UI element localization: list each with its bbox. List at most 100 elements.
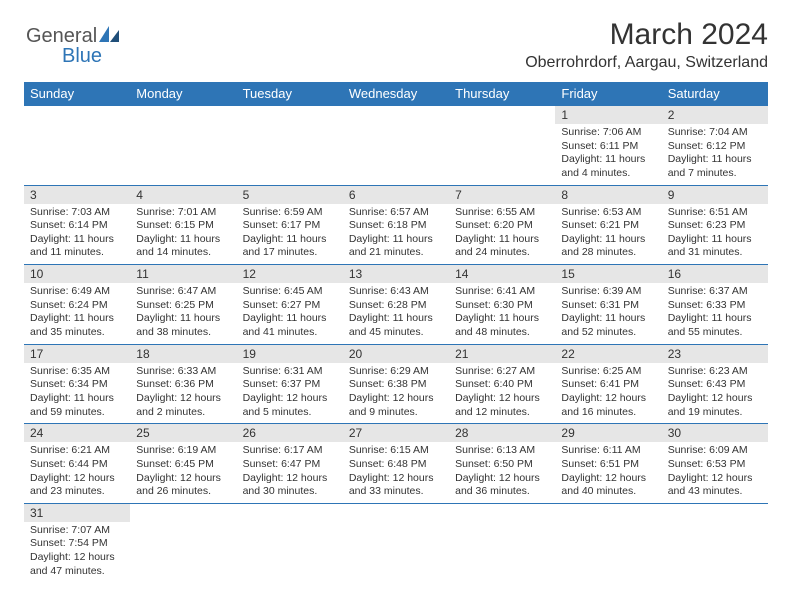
calendar-day: 21Sunrise: 6:27 AMSunset: 6:40 PMDayligh… xyxy=(449,344,555,424)
logo-name2: Blue xyxy=(26,45,102,67)
day-header-row: SundayMondayTuesdayWednesdayThursdayFrid… xyxy=(24,82,768,106)
calendar-day: 27Sunrise: 6:15 AMSunset: 6:48 PMDayligh… xyxy=(343,424,449,504)
day-number: 8 xyxy=(555,186,661,204)
location: Oberrohrdorf, Aargau, Switzerland xyxy=(525,54,768,72)
day-number: 6 xyxy=(343,186,449,204)
day-header: Sunday xyxy=(24,82,130,106)
calendar-empty xyxy=(343,503,449,582)
calendar-empty xyxy=(237,106,343,186)
day-details: Sunrise: 7:04 AMSunset: 6:12 PMDaylight:… xyxy=(662,124,768,185)
day-number: 30 xyxy=(662,424,768,442)
day-details: Sunrise: 6:37 AMSunset: 6:33 PMDaylight:… xyxy=(662,283,768,344)
day-header: Saturday xyxy=(662,82,768,106)
day-number: 23 xyxy=(662,345,768,363)
calendar-week: 17Sunrise: 6:35 AMSunset: 6:34 PMDayligh… xyxy=(24,344,768,424)
day-details: Sunrise: 6:53 AMSunset: 6:21 PMDaylight:… xyxy=(555,204,661,265)
calendar-day: 30Sunrise: 6:09 AMSunset: 6:53 PMDayligh… xyxy=(662,424,768,504)
calendar-day: 4Sunrise: 7:01 AMSunset: 6:15 PMDaylight… xyxy=(130,185,236,265)
day-number: 22 xyxy=(555,345,661,363)
day-details: Sunrise: 6:21 AMSunset: 6:44 PMDaylight:… xyxy=(24,442,130,503)
day-number: 13 xyxy=(343,265,449,283)
day-number: 27 xyxy=(343,424,449,442)
day-number: 5 xyxy=(237,186,343,204)
day-number: 3 xyxy=(24,186,130,204)
day-details: Sunrise: 6:19 AMSunset: 6:45 PMDaylight:… xyxy=(130,442,236,503)
day-number: 29 xyxy=(555,424,661,442)
day-number: 26 xyxy=(237,424,343,442)
calendar-day: 20Sunrise: 6:29 AMSunset: 6:38 PMDayligh… xyxy=(343,344,449,424)
calendar-day: 25Sunrise: 6:19 AMSunset: 6:45 PMDayligh… xyxy=(130,424,236,504)
day-number: 10 xyxy=(24,265,130,283)
day-details: Sunrise: 6:45 AMSunset: 6:27 PMDaylight:… xyxy=(237,283,343,344)
month-title: March 2024 xyxy=(525,18,768,52)
day-number: 17 xyxy=(24,345,130,363)
day-number: 1 xyxy=(555,106,661,124)
calendar-day: 14Sunrise: 6:41 AMSunset: 6:30 PMDayligh… xyxy=(449,265,555,345)
calendar-day: 5Sunrise: 6:59 AMSunset: 6:17 PMDaylight… xyxy=(237,185,343,265)
day-details: Sunrise: 6:11 AMSunset: 6:51 PMDaylight:… xyxy=(555,442,661,503)
day-details: Sunrise: 6:27 AMSunset: 6:40 PMDaylight:… xyxy=(449,363,555,424)
day-details: Sunrise: 6:51 AMSunset: 6:23 PMDaylight:… xyxy=(662,204,768,265)
calendar-week: 10Sunrise: 6:49 AMSunset: 6:24 PMDayligh… xyxy=(24,265,768,345)
day-header: Tuesday xyxy=(237,82,343,106)
calendar-day: 7Sunrise: 6:55 AMSunset: 6:20 PMDaylight… xyxy=(449,185,555,265)
calendar-day: 23Sunrise: 6:23 AMSunset: 6:43 PMDayligh… xyxy=(662,344,768,424)
day-number: 19 xyxy=(237,345,343,363)
calendar-day: 17Sunrise: 6:35 AMSunset: 6:34 PMDayligh… xyxy=(24,344,130,424)
header: General Blue March 2024 Oberrohrdorf, Aa… xyxy=(24,18,768,72)
day-number: 4 xyxy=(130,186,236,204)
calendar-empty xyxy=(24,106,130,186)
day-number: 25 xyxy=(130,424,236,442)
calendar-empty xyxy=(662,503,768,582)
day-number: 18 xyxy=(130,345,236,363)
calendar-body: 1Sunrise: 7:06 AMSunset: 6:11 PMDaylight… xyxy=(24,106,768,583)
calendar-day: 1Sunrise: 7:06 AMSunset: 6:11 PMDaylight… xyxy=(555,106,661,186)
calendar-day: 18Sunrise: 6:33 AMSunset: 6:36 PMDayligh… xyxy=(130,344,236,424)
calendar-day: 15Sunrise: 6:39 AMSunset: 6:31 PMDayligh… xyxy=(555,265,661,345)
calendar-day: 6Sunrise: 6:57 AMSunset: 6:18 PMDaylight… xyxy=(343,185,449,265)
day-number: 9 xyxy=(662,186,768,204)
calendar-week: 1Sunrise: 7:06 AMSunset: 6:11 PMDaylight… xyxy=(24,106,768,186)
calendar-day: 9Sunrise: 6:51 AMSunset: 6:23 PMDaylight… xyxy=(662,185,768,265)
day-number: 20 xyxy=(343,345,449,363)
day-details: Sunrise: 7:06 AMSunset: 6:11 PMDaylight:… xyxy=(555,124,661,185)
day-number: 24 xyxy=(24,424,130,442)
day-number: 11 xyxy=(130,265,236,283)
day-details: Sunrise: 6:31 AMSunset: 6:37 PMDaylight:… xyxy=(237,363,343,424)
calendar-empty xyxy=(237,503,343,582)
day-details: Sunrise: 6:13 AMSunset: 6:50 PMDaylight:… xyxy=(449,442,555,503)
day-number: 21 xyxy=(449,345,555,363)
calendar-day: 3Sunrise: 7:03 AMSunset: 6:14 PMDaylight… xyxy=(24,185,130,265)
logo: General Blue xyxy=(24,18,121,66)
calendar-day: 29Sunrise: 6:11 AMSunset: 6:51 PMDayligh… xyxy=(555,424,661,504)
day-details: Sunrise: 6:39 AMSunset: 6:31 PMDaylight:… xyxy=(555,283,661,344)
day-details: Sunrise: 7:03 AMSunset: 6:14 PMDaylight:… xyxy=(24,204,130,265)
calendar-empty xyxy=(130,503,236,582)
day-number: 12 xyxy=(237,265,343,283)
calendar-day: 12Sunrise: 6:45 AMSunset: 6:27 PMDayligh… xyxy=(237,265,343,345)
logo-text: General Blue xyxy=(26,26,121,66)
day-details: Sunrise: 6:29 AMSunset: 6:38 PMDaylight:… xyxy=(343,363,449,424)
calendar-week: 3Sunrise: 7:03 AMSunset: 6:14 PMDaylight… xyxy=(24,185,768,265)
calendar-empty xyxy=(130,106,236,186)
day-details: Sunrise: 6:09 AMSunset: 6:53 PMDaylight:… xyxy=(662,442,768,503)
calendar-empty xyxy=(343,106,449,186)
day-details: Sunrise: 6:59 AMSunset: 6:17 PMDaylight:… xyxy=(237,204,343,265)
day-details: Sunrise: 7:01 AMSunset: 6:15 PMDaylight:… xyxy=(130,204,236,265)
logo-name1: General xyxy=(26,25,97,47)
day-number: 28 xyxy=(449,424,555,442)
calendar-day: 26Sunrise: 6:17 AMSunset: 6:47 PMDayligh… xyxy=(237,424,343,504)
day-details: Sunrise: 6:49 AMSunset: 6:24 PMDaylight:… xyxy=(24,283,130,344)
day-details: Sunrise: 6:23 AMSunset: 6:43 PMDaylight:… xyxy=(662,363,768,424)
day-details: Sunrise: 6:43 AMSunset: 6:28 PMDaylight:… xyxy=(343,283,449,344)
day-number: 16 xyxy=(662,265,768,283)
calendar-day: 13Sunrise: 6:43 AMSunset: 6:28 PMDayligh… xyxy=(343,265,449,345)
calendar-empty xyxy=(555,503,661,582)
day-details: Sunrise: 6:57 AMSunset: 6:18 PMDaylight:… xyxy=(343,204,449,265)
calendar-day: 24Sunrise: 6:21 AMSunset: 6:44 PMDayligh… xyxy=(24,424,130,504)
calendar-day: 11Sunrise: 6:47 AMSunset: 6:25 PMDayligh… xyxy=(130,265,236,345)
day-header: Monday xyxy=(130,82,236,106)
day-number: 31 xyxy=(24,504,130,522)
calendar-week: 24Sunrise: 6:21 AMSunset: 6:44 PMDayligh… xyxy=(24,424,768,504)
day-details: Sunrise: 6:55 AMSunset: 6:20 PMDaylight:… xyxy=(449,204,555,265)
